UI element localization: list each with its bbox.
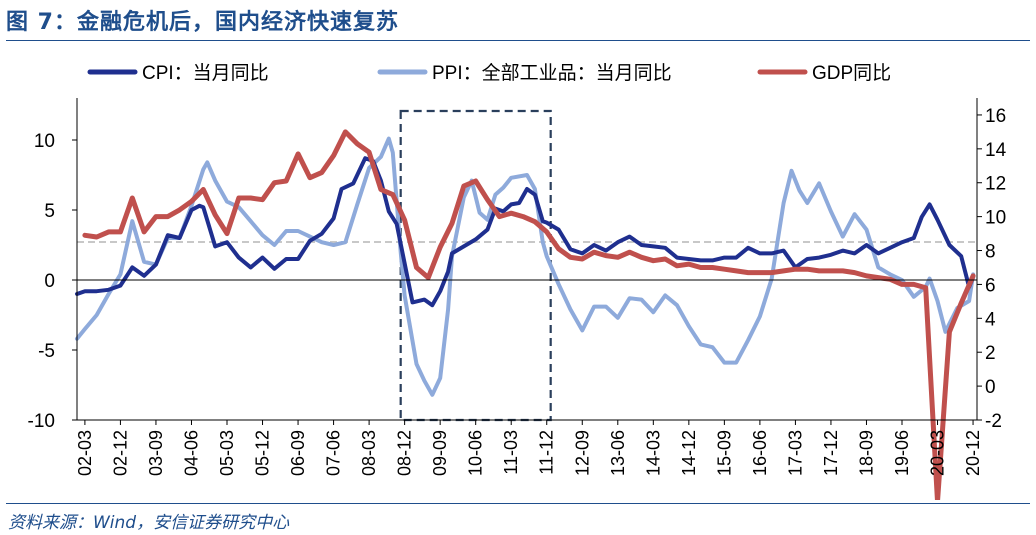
x-tick-label: 17-12 [821, 430, 841, 476]
x-tick-label: 14-12 [679, 430, 699, 476]
right-tick-label: 2 [985, 343, 996, 364]
x-tick-label: 08-12 [395, 430, 415, 476]
x-tick-label: 12-09 [572, 430, 592, 476]
x-tick-label: 17-03 [785, 430, 805, 476]
left-tick-label: -10 [28, 411, 55, 432]
figure-title: 图 7：金融危机后，国内经济快速复苏 [6, 10, 399, 35]
right-tick-label: 0 [985, 377, 996, 398]
left-tick-label: -5 [38, 341, 55, 362]
legend-label-1: CPI：当月同比 [142, 62, 269, 84]
right-tick-label: 10 [985, 208, 1006, 229]
series-line-3 [82, 129, 976, 500]
x-tick-label: 02-12 [110, 430, 130, 476]
right-tick-label: -2 [985, 411, 1002, 432]
x-tick-label: 05-03 [217, 430, 237, 476]
x-tick-label: 09-09 [430, 430, 450, 476]
legend-label-3: GDP同比 [812, 62, 891, 84]
x-tick-label: 13-06 [608, 430, 628, 476]
legend-label-2: PPI：全部工业品：当月同比 [432, 62, 672, 84]
chart: CPI：当月同比 PPI：全部工业品：当月同比 GDP同比 1050-5-10161… [28, 62, 1007, 500]
x-tick-label: 19-06 [892, 430, 912, 476]
x-tick-label: 06-09 [288, 430, 308, 476]
right-tick-label: 16 [985, 106, 1006, 127]
x-tick-label: 15-09 [714, 430, 734, 476]
x-tick-label: 11-12 [537, 430, 557, 475]
x-tick-label: 18-09 [856, 430, 876, 476]
x-tick-label: 11-03 [501, 430, 521, 475]
x-tick-label: 10-06 [466, 430, 486, 476]
x-tick-label: 08-03 [359, 430, 379, 476]
right-tick-label: 6 [985, 275, 996, 296]
series-line-1 [75, 156, 976, 308]
title-divider [6, 40, 1030, 41]
right-tick-label: 8 [985, 242, 996, 263]
right-tick-label: 14 [985, 140, 1007, 161]
x-tick-label: 07-06 [324, 430, 344, 476]
legend: CPI：当月同比 PPI：全部工业品：当月同比 GDP同比 [87, 62, 891, 84]
x-tick-label: 16-06 [750, 430, 770, 476]
left-tick-label: 10 [34, 131, 55, 152]
series-line-2 [75, 136, 976, 397]
right-tick-label: 4 [985, 309, 996, 330]
x-tick-label: 03-09 [146, 430, 166, 476]
series-layer [75, 109, 976, 500]
x-tick-label: 04-06 [181, 430, 201, 476]
right-tick-label: 12 [985, 174, 1006, 195]
left-tick-label: 5 [44, 201, 55, 222]
x-tick-label: 20-03 [928, 430, 948, 476]
x-tick-label: 02-03 [75, 430, 95, 476]
x-tick-label: 20-12 [963, 430, 983, 476]
x-tick-label: 14-03 [643, 430, 663, 476]
axes: 10 5 0 -5 -10 16 14 12 10 8 6 4 2 0 -2 02-03 02-12 03-09 0… [28, 98, 1007, 476]
x-tick-label: 05-12 [253, 430, 273, 476]
source-divider [6, 503, 1030, 504]
source-note: 资料来源：Wind，安信证券研究中心 [8, 513, 290, 533]
left-tick-label: 0 [44, 271, 55, 292]
